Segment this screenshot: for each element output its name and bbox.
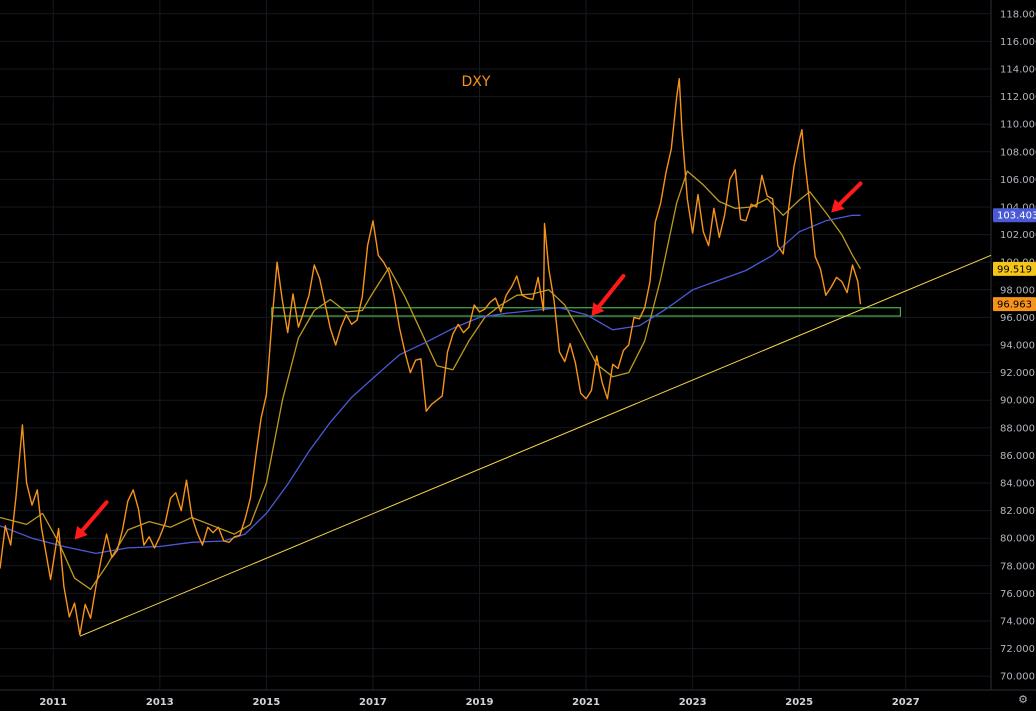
y-tick-label: 72.000 [1000, 644, 1035, 655]
y-tick-label: 88.000 [1000, 423, 1035, 434]
y-tick-label: 74.000 [1000, 617, 1035, 628]
y-tick-label: 96.000 [1000, 313, 1035, 324]
x-axis-ticks: 2011 2013 2015 2017 2019 2021 2023 2025 2027 [39, 697, 919, 708]
y-tick-label: 114.000 [1000, 65, 1036, 76]
y-tick-label: 116.000 [1000, 37, 1036, 48]
y-tick-label: 80.000 [1000, 534, 1035, 545]
x-tick-label: 2013 [146, 697, 174, 708]
series-group [0, 77, 862, 636]
y-tick-label: 118.000 [1000, 9, 1036, 20]
x-tick-label: 2023 [679, 697, 707, 708]
y-tick-label: 92.000 [1000, 368, 1035, 379]
price-labels: 103.403 99.519 96.963 [993, 208, 1036, 312]
grid [0, 0, 991, 690]
x-tick-label: 2027 [892, 697, 920, 708]
x-tick-label: 2019 [466, 697, 494, 708]
price-label-badge: 96.963 [993, 297, 1036, 312]
arrow-annotation [591, 274, 626, 317]
price-label-text: 96.963 [997, 300, 1032, 311]
y-tick-label: 102.000 [1000, 230, 1036, 241]
price-label-badge: 99.519 [993, 261, 1036, 276]
support-zone [271, 307, 902, 317]
y-tick-label: 82.000 [1000, 506, 1035, 517]
price-label-text: 99.519 [997, 264, 1032, 275]
trendline [79, 254, 992, 637]
y-tick-label: 90.000 [1000, 396, 1035, 407]
y-tick-label: 108.000 [1000, 147, 1036, 158]
y-tick-label: 84.000 [1000, 479, 1035, 490]
annotations-back [79, 254, 992, 637]
x-tick-label: 2017 [359, 697, 387, 708]
y-tick-label: 110.000 [1000, 120, 1036, 131]
x-tick-label: 2011 [39, 697, 67, 708]
y-tick-label: 94.000 [1000, 341, 1035, 352]
y-tick-label: 86.000 [1000, 451, 1035, 462]
x-tick-label: 2021 [572, 697, 600, 708]
x-tick-label: 2015 [252, 697, 280, 708]
x-tick-label: 2025 [785, 697, 813, 708]
annotations-front [74, 181, 863, 540]
arrow-annotation [74, 500, 109, 540]
y-tick-label: 112.000 [1000, 92, 1036, 103]
series-line-moving-average-slow [0, 214, 861, 555]
price-label-text: 103.403 [997, 211, 1036, 222]
y-tick-label: 104.000 [1000, 203, 1036, 214]
y-tick-label: 98.000 [1000, 285, 1035, 296]
y-tick-label: 78.000 [1000, 561, 1035, 572]
y-tick-label: 70.000 [1000, 672, 1035, 683]
chart-title: DXY [462, 74, 491, 90]
y-tick-label: 106.000 [1000, 175, 1036, 186]
gear-icon[interactable]: ⚙ [1018, 693, 1028, 706]
series-line-moving-average-fast [0, 170, 862, 590]
series-line-price [0, 77, 862, 636]
arrow-annotation [831, 181, 863, 213]
y-tick-label: 76.000 [1000, 589, 1035, 600]
price-label-badge: 103.403 [993, 208, 1036, 223]
